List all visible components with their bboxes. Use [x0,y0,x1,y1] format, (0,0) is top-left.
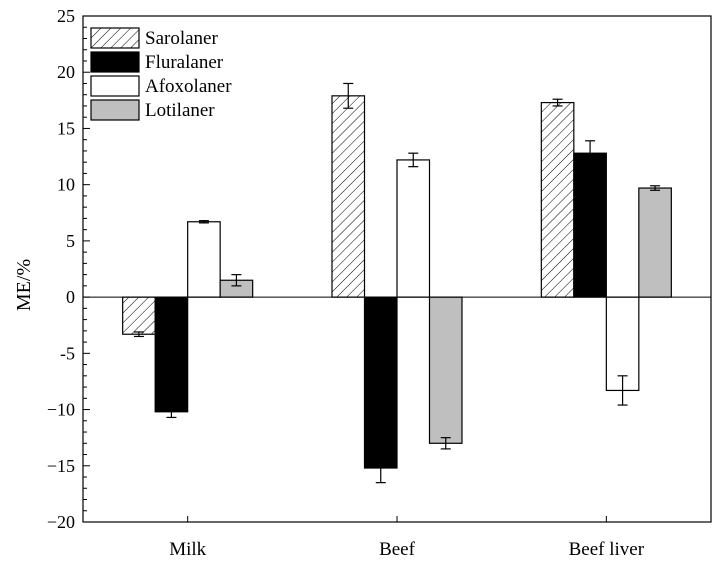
bar-sarolaner [331,95,366,298]
legend-label: Sarolaner [145,28,218,49]
legend: Sarolaner Fluralaner Afoxolaner Lotilaner [90,27,232,121]
bar-afoxolaner [396,159,431,298]
y-axis-title: ME/% [13,259,35,311]
bar-afoxolaner [187,221,221,298]
x-tick-label: Beef [379,539,416,560]
y-tick-label: 15 [57,118,75,138]
bars-layer [122,82,672,484]
y-tick-label: 25 [57,6,75,26]
bar-sarolaner [540,101,575,298]
legend-swatch-lotilaner [90,99,140,121]
legend-label: Lotilaner [145,100,215,121]
y-tick-label: −20 [47,512,75,532]
y-tick-label: 20 [57,62,75,82]
legend-label: Fluralaner [145,52,224,73]
bar-lotilaner [638,187,672,298]
y-tick-label: 0 [66,287,75,307]
y-tick-label: −10 [47,400,75,420]
axes-layer: −20 −15 −10 -5 0 5 10 15 20 25 Milk Beef Beef liver [47,6,711,560]
bar-fluralaner [363,296,398,469]
y-tick-label: -5 [60,343,75,363]
y-tick-label: 10 [57,175,75,195]
y-tick-label: 5 [66,231,75,251]
bar-sarolaner [122,296,156,335]
bar-fluralaner [573,152,607,298]
bar-afoxolaner [605,296,640,392]
legend-swatch-afoxolaner [90,75,140,97]
bar-lotilaner [428,296,463,444]
y-tick-label: −15 [47,456,75,476]
x-tick-label: Milk [169,539,206,560]
x-tick-label: Beef liver [569,539,645,560]
legend-label: Afoxolaner [145,76,232,97]
bar-fluralaner [154,296,189,413]
legend-swatch-fluralaner [90,51,140,73]
legend-swatch-sarolaner [90,27,140,49]
